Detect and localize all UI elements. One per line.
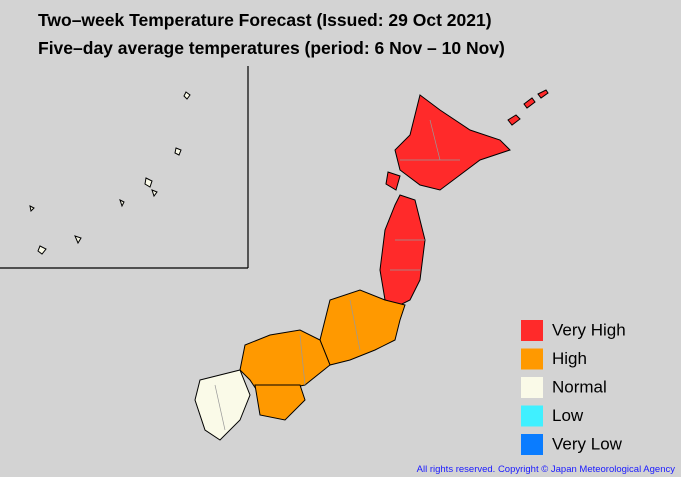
- legend-swatch: [521, 348, 543, 370]
- legend-swatch: [521, 377, 543, 398]
- copyright: All rights reserved. Copyright © Japan M…: [417, 464, 676, 475]
- legend-label: High: [552, 349, 587, 368]
- legend-swatch: [521, 405, 543, 427]
- legend-swatch: [521, 434, 543, 455]
- prefecture-borders: [214, 119, 460, 431]
- legend: Very High High Normal Low Very Low: [521, 320, 626, 455]
- legend-label: Normal: [552, 377, 607, 396]
- title: Two–week Temperature Forecast (Issued: 2…: [38, 10, 492, 30]
- subtitle: Five–day average temperatures (period: 6…: [38, 38, 505, 58]
- map-very-high: [379, 89, 549, 306]
- legend-label: Very Low: [552, 434, 623, 453]
- legend-label: Low: [552, 406, 584, 425]
- map-normal: [194, 369, 251, 441]
- legend-swatch: [521, 320, 543, 341]
- inset-islands: [29, 91, 191, 255]
- map-high: [239, 289, 406, 421]
- inset-frame: [0, 66, 249, 269]
- legend-label: Very High: [552, 320, 626, 339]
